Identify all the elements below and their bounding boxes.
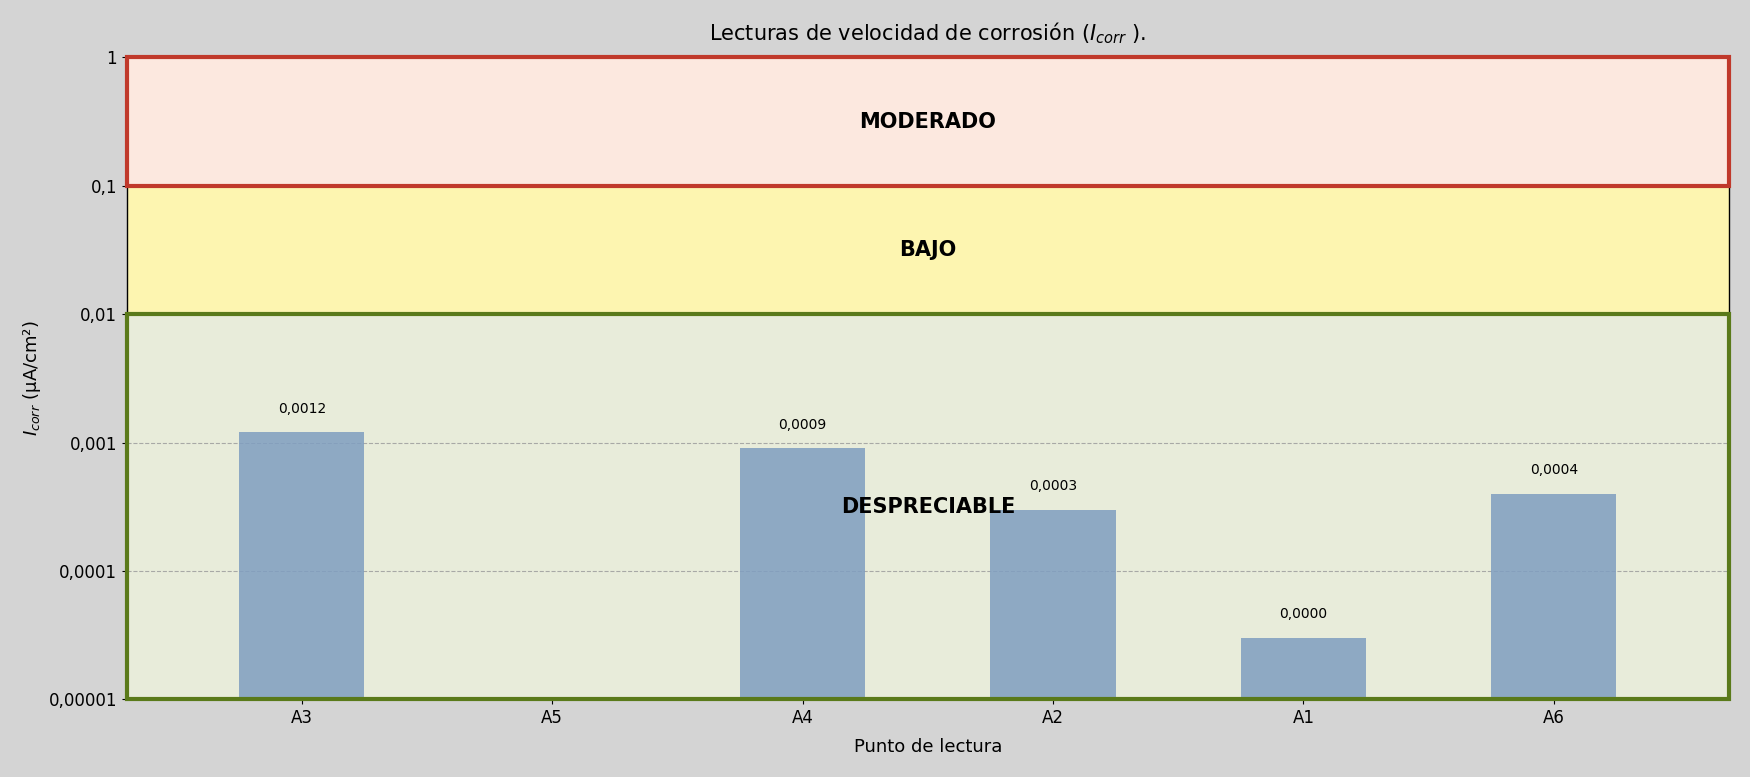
Bar — [126, 186, 1729, 314]
Text: BAJO: BAJO — [900, 240, 957, 260]
Text: 0,0012: 0,0012 — [278, 402, 326, 416]
Bar — [1241, 638, 1367, 699]
Text: 0,0009: 0,0009 — [779, 418, 826, 432]
Bar — [240, 433, 364, 699]
Text: 0,0003: 0,0003 — [1029, 479, 1078, 493]
X-axis label: Punto de lectura: Punto de lectura — [854, 738, 1003, 756]
Text: MODERADO: MODERADO — [859, 112, 996, 131]
Text: DESPRECIABLE: DESPRECIABLE — [840, 497, 1015, 517]
Title: Lecturas de velocidad de corrosión ($I_{corr}$ ).: Lecturas de velocidad de corrosión ($I_{… — [709, 21, 1146, 47]
Bar — [126, 314, 1729, 699]
Bar — [990, 510, 1116, 699]
Bar — [126, 57, 1729, 186]
Bar — [1491, 493, 1617, 699]
Text: 0,0000: 0,0000 — [1279, 608, 1328, 622]
Bar — [740, 448, 864, 699]
Text: 0,0004: 0,0004 — [1530, 463, 1578, 477]
Y-axis label: $I_{corr}$ (μA/cm²): $I_{corr}$ (μA/cm²) — [21, 321, 42, 436]
